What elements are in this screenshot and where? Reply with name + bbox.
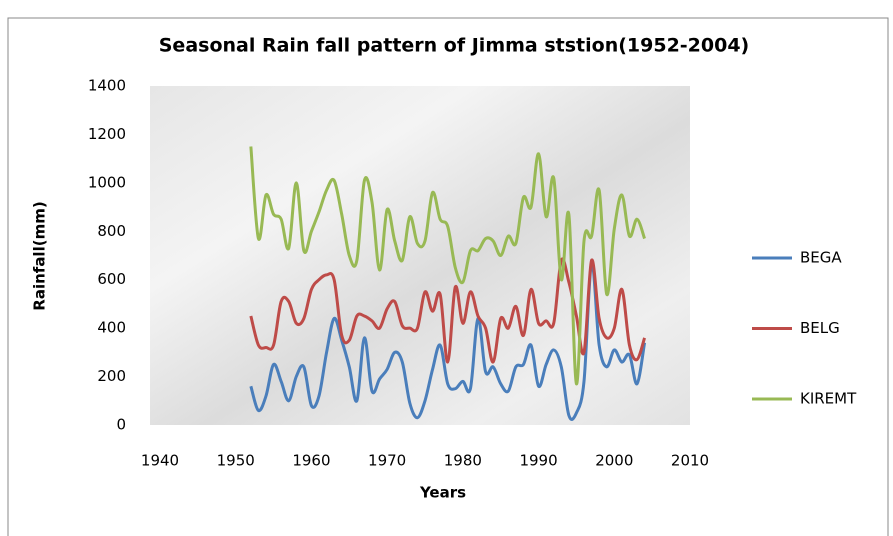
legend-label: BEGA — [800, 249, 842, 267]
x-tick-label: 1990 — [519, 452, 557, 470]
chart-title: Seasonal Rain fall pattern of Jimma stst… — [159, 35, 749, 57]
x-tick-label: 1950 — [217, 452, 255, 470]
x-tick-label: 1960 — [292, 452, 330, 470]
x-tick-label: 1980 — [444, 452, 482, 470]
legend-label: BELG — [800, 319, 840, 337]
series-line — [249, 146, 646, 386]
y-tick-label: 600 — [97, 270, 126, 288]
y-tick-label: 0 — [116, 416, 126, 434]
y-tick-label: 800 — [97, 222, 126, 240]
x-tick-label: 2010 — [671, 452, 709, 470]
y-axis-label: Rainfall(mm) — [31, 201, 49, 310]
chart-frame — [7, 17, 889, 536]
y-tick-label: 400 — [97, 319, 126, 337]
x-axis-label: Years — [419, 484, 466, 502]
plot-area — [150, 86, 690, 425]
y-tick-label: 1000 — [88, 173, 126, 191]
y-tick-label: 200 — [97, 367, 126, 385]
y-tick-label: 1200 — [88, 125, 126, 143]
series-line — [249, 261, 647, 421]
x-tick-label: 2000 — [595, 452, 633, 470]
y-tick-label: 1400 — [88, 77, 126, 95]
legend-label: KIREMT — [800, 390, 857, 408]
x-tick-label: 1970 — [368, 452, 406, 470]
x-tick-label: 1940 — [141, 452, 179, 470]
